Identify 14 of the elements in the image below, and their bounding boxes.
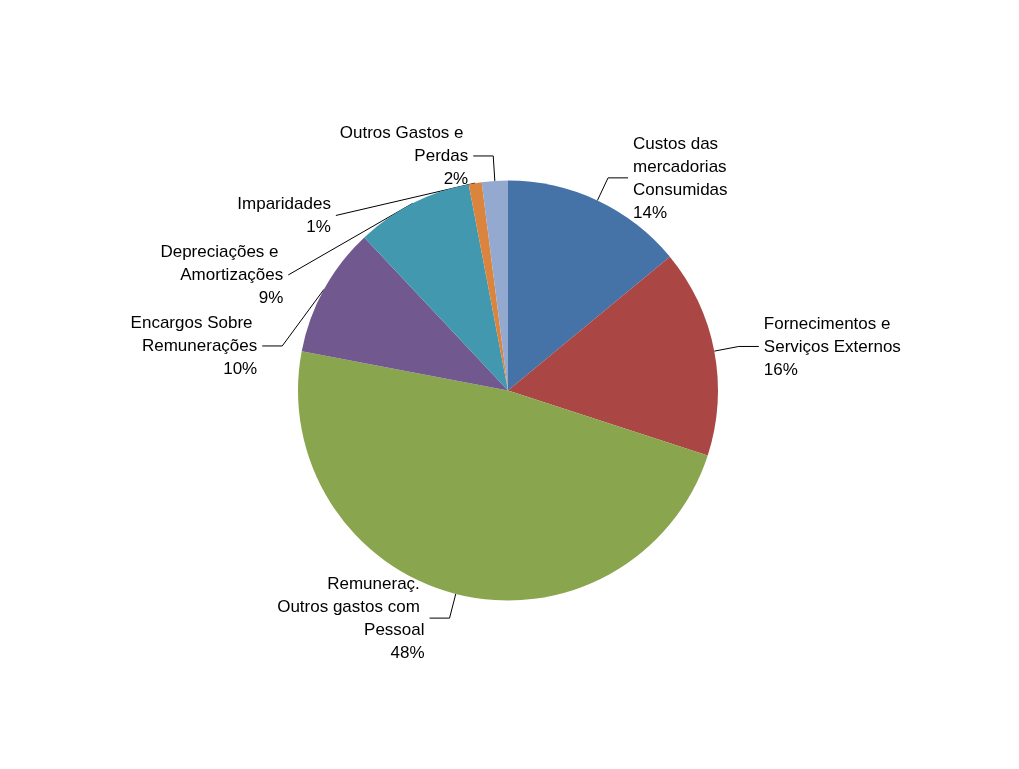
data-label: 16%: [763, 359, 798, 379]
data-label: 9%: [258, 288, 284, 308]
slice-label: Remuneraç. Outros gastos com Pessoal: [277, 574, 425, 640]
data-label: 48%: [390, 643, 425, 663]
data-label: 1%: [306, 217, 331, 237]
data-label: 14%: [633, 202, 668, 222]
slice-label: Outros Gastos e Perdas: [339, 123, 469, 166]
data-label: 2%: [443, 169, 469, 189]
slice-label: Fornecimentos e Serviços Externos: [763, 313, 901, 356]
slice-label: Depreciações e Amortizações: [160, 242, 284, 285]
data-label: 10%: [223, 359, 258, 379]
slice-label: Custos das mercadorias Consumidas: [633, 133, 732, 199]
slice-label: Imparidades: [237, 194, 331, 214]
slice-label: Encargos Sobre Remunerações: [130, 313, 258, 356]
